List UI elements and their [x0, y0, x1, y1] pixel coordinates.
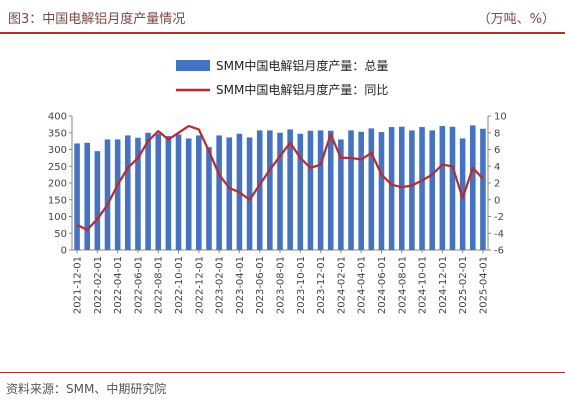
y-right-tick-label: 4 — [494, 162, 500, 173]
x-tick-label: 2021-12-01 — [73, 256, 84, 314]
y-right-tick-label: 10 — [494, 112, 507, 123]
bar — [469, 125, 476, 250]
bar — [206, 147, 212, 250]
bar — [185, 138, 192, 250]
bar — [317, 130, 324, 250]
bar — [196, 135, 202, 250]
y-left-tick-label: 0 — [61, 246, 67, 257]
bar — [104, 139, 111, 250]
bar — [175, 134, 182, 250]
x-tick-label: 2022-02-01 — [93, 256, 104, 314]
x-tick-label: 2023-12-01 — [316, 256, 327, 314]
x-tick-label: 2025-02-01 — [458, 256, 469, 314]
bar — [125, 135, 131, 250]
figure-unit: （万吨、%） — [477, 12, 555, 27]
bar — [378, 132, 385, 250]
x-tick-label: 2022-04-01 — [113, 256, 124, 314]
bar — [388, 127, 395, 250]
y-left-tick-label: 200 — [48, 179, 67, 190]
bar — [226, 137, 233, 250]
bar — [84, 142, 91, 250]
bar — [114, 139, 121, 250]
production-chart: SMM中国电解铝月度产量：总量 SMM中国电解铝月度产量：同比 05010015… — [48, 58, 507, 314]
x-tick-label: 2022-06-01 — [133, 256, 144, 314]
bar — [297, 133, 304, 250]
bar — [429, 130, 435, 250]
source-note: 资料来源：SMM、中期研究院 — [6, 382, 167, 396]
bar — [135, 137, 141, 250]
bar — [419, 127, 425, 250]
y-left-tick-label: 400 — [48, 112, 67, 123]
bar-series — [74, 125, 486, 250]
bar — [145, 132, 151, 250]
line-series — [76, 124, 484, 231]
y-right-tick-label: 2 — [494, 179, 500, 190]
x-tick-label: 2022-08-01 — [154, 256, 165, 314]
bar — [439, 126, 446, 250]
bar — [277, 132, 283, 250]
bar — [327, 130, 334, 250]
x-tick-label: 2025-04-01 — [478, 256, 489, 314]
bar — [307, 130, 314, 250]
bar — [398, 126, 405, 250]
bar — [165, 136, 172, 250]
legend: SMM中国电解铝月度产量：总量 SMM中国电解铝月度产量：同比 — [176, 58, 388, 97]
x-tick-label: 2022-12-01 — [194, 256, 205, 314]
bottom-rule — [0, 372, 565, 373]
bar — [449, 126, 456, 250]
figure-header: 图3：中国电解铝月度产量情况 （万吨、%） — [0, 0, 565, 34]
bar — [409, 130, 415, 250]
x-tick-label: 2024-10-01 — [418, 256, 429, 314]
x-tick-label: 2024-04-01 — [357, 256, 368, 314]
bar — [348, 130, 354, 250]
bar — [94, 151, 101, 250]
x-tick-label: 2023-04-01 — [235, 256, 246, 314]
y-right-tick-label: 6 — [494, 145, 500, 156]
top-rule — [0, 32, 565, 34]
x-tick-label: 2024-02-01 — [336, 256, 347, 314]
y-right-tick-label: -6 — [494, 246, 504, 257]
figure-title: 图3：中国电解铝月度产量情况 — [8, 12, 186, 27]
x-tick-label: 2024-12-01 — [438, 256, 449, 314]
legend-bar-swatch — [176, 60, 210, 71]
x-tick-label: 2024-06-01 — [377, 256, 388, 314]
y-left-tick-label: 150 — [48, 195, 67, 206]
legend-bar-label: SMM中国电解铝月度产量：总量 — [216, 58, 388, 73]
y-left-tick-label: 350 — [48, 128, 67, 139]
bar — [338, 139, 344, 250]
bar — [216, 135, 222, 250]
legend-line-label: SMM中国电解铝月度产量：同比 — [216, 82, 388, 97]
bar — [155, 133, 162, 250]
y-left-tick-label: 250 — [48, 162, 67, 173]
axes: 0 50 100 150 200 250 300 350 400 -6 -4 -2 0 2 4 6 8 10 — [48, 112, 507, 257]
x-tick-label: 2023-02-01 — [215, 256, 226, 314]
x-tick-label: 2023-08-01 — [276, 256, 287, 314]
y-right-tick-label: 0 — [494, 195, 500, 206]
bar — [480, 128, 486, 250]
bar — [459, 138, 466, 250]
bar — [246, 137, 253, 250]
y-right-tick-label: -2 — [494, 212, 504, 223]
bar — [256, 130, 263, 250]
x-tick-label: 2022-10-01 — [174, 256, 185, 314]
y-left-tick-label: 100 — [48, 212, 67, 223]
y-right-tick-label: 8 — [494, 128, 500, 139]
x-tick-label: 2024-08-01 — [397, 256, 408, 314]
bar — [287, 129, 293, 250]
y-right-tick-label: -4 — [494, 229, 504, 240]
bar — [368, 128, 375, 250]
x-tick-label: 2023-10-01 — [296, 256, 307, 314]
bar — [358, 131, 364, 250]
y-left-tick-label: 50 — [54, 229, 67, 240]
x-axis-ticks: 2021-12-01 2022-02-01 2022-04-01 2022-06-01… — [73, 250, 489, 314]
yoy-line — [76, 124, 484, 231]
x-tick-label: 2023-06-01 — [255, 256, 266, 314]
bar — [267, 130, 273, 250]
bar — [74, 143, 80, 250]
y-left-tick-label: 300 — [48, 145, 67, 156]
